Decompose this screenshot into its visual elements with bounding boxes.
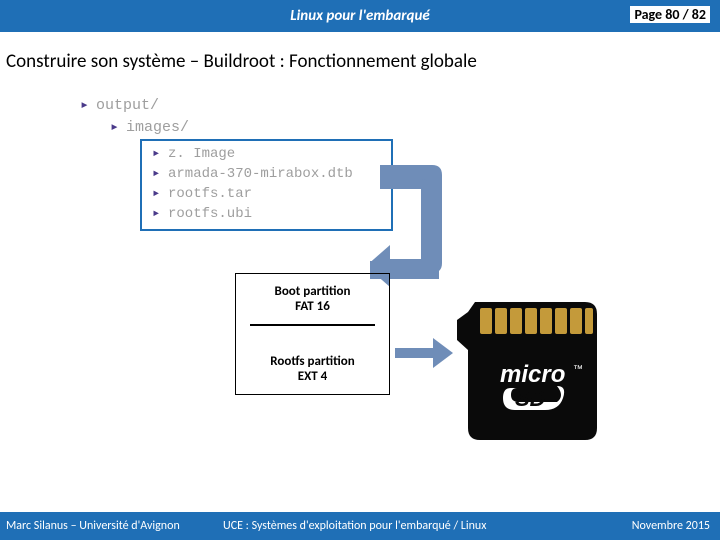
file-item: ▸rootfs.ubi xyxy=(152,205,353,225)
footer-course: UCE : Systèmes d'exploitation pour l'emb… xyxy=(215,519,632,533)
microsd-card-image: micro ™ SD xyxy=(445,290,625,450)
svg-text:micro: micro xyxy=(500,361,565,388)
rootfs-partition-fs: EXT 4 xyxy=(242,369,383,384)
directory-tree: ▸output/ ▸images/ xyxy=(80,95,189,139)
tree-child: ▸images/ xyxy=(80,117,189,139)
expand-icon: ▸ xyxy=(80,95,96,114)
rootfs-partition-title: Rootfs partition xyxy=(242,354,383,369)
tree-root-label: output/ xyxy=(96,97,159,114)
slide-footer: Marc Silanus – Université d'Avignon UCE … xyxy=(0,512,720,540)
page-number: Page 80 / 82 xyxy=(630,6,710,23)
boot-partition: Boot partition FAT 16 xyxy=(236,274,389,324)
expand-icon: ▸ xyxy=(110,117,126,136)
file-item: ▸armada-370-mirabox.dtb xyxy=(152,165,353,185)
tree-child-label: images/ xyxy=(126,119,189,136)
svg-text:™: ™ xyxy=(573,364,583,375)
file-label: rootfs.ubi xyxy=(168,206,252,222)
bullet-icon: ▸ xyxy=(152,205,168,222)
footer-date: Novembre 2015 xyxy=(632,519,720,533)
svg-text:SD: SD xyxy=(515,386,546,411)
file-item: ▸rootfs.tar xyxy=(152,185,353,205)
bullet-icon: ▸ xyxy=(152,165,168,182)
file-label: rootfs.tar xyxy=(168,186,252,202)
boot-partition-title: Boot partition xyxy=(242,284,383,299)
header-title: Linux pour l'embarqué xyxy=(290,7,429,25)
bullet-icon: ▸ xyxy=(152,185,168,202)
file-label: armada-370-mirabox.dtb xyxy=(168,166,353,182)
bullet-icon: ▸ xyxy=(152,145,168,162)
file-item: ▸z. Image xyxy=(152,145,353,165)
partition-table: Boot partition FAT 16 Rootfs partition E… xyxy=(235,273,390,395)
slide-subtitle: Construire son système – Buildroot : Fon… xyxy=(0,32,720,83)
files-box: ▸z. Image ▸armada-370-mirabox.dtb ▸rootf… xyxy=(140,139,393,231)
rootfs-partition: Rootfs partition EXT 4 xyxy=(236,344,389,394)
boot-partition-fs: FAT 16 xyxy=(242,299,383,314)
file-label: z. Image xyxy=(168,146,235,162)
tree-root: ▸output/ xyxy=(80,95,189,117)
footer-author: Marc Silanus – Université d'Avignon xyxy=(0,519,215,533)
slide-header: Linux pour l'embarqué Page 80 / 82 xyxy=(0,0,720,32)
